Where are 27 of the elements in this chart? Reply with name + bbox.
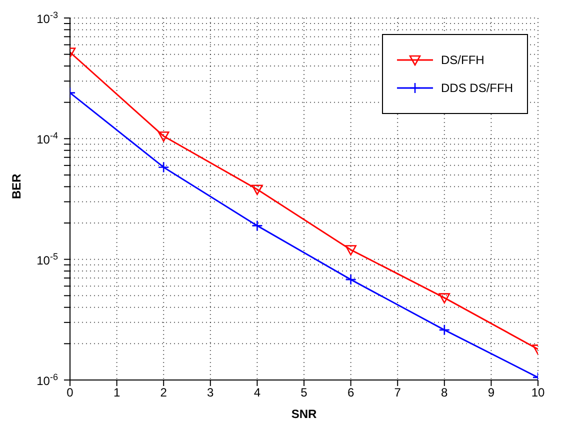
point [438, 324, 450, 336]
x-axis-title: SNR [291, 407, 317, 421]
x-tick-label: 5 [300, 386, 308, 400]
x-tick-label: 1 [113, 386, 120, 400]
legend-label: DDS DS/FFH [441, 81, 513, 95]
point [158, 162, 170, 173]
point [252, 220, 263, 232]
y-tick-label: 10$^{-6}$ [36, 372, 58, 388]
y-axis-title: BER [9, 173, 24, 199]
x-tick-label: 7 [394, 386, 402, 400]
point [252, 184, 263, 196]
point [345, 274, 356, 286]
x-tick-label: 2 [160, 386, 168, 400]
point [438, 293, 450, 304]
y-tick-label: 10$^{-5}$ [36, 251, 58, 268]
legend-label: DS/FFH [441, 53, 484, 67]
x-tick-label: 4 [254, 386, 261, 400]
x-tick-label: 3 [207, 386, 214, 400]
point [158, 131, 170, 142]
x-tick-label: 9 [488, 386, 495, 400]
x-tick-label: 10 [531, 386, 545, 400]
y-tick-label: 10$^{-3}$ [36, 10, 58, 26]
point [345, 245, 356, 256]
x-tick-label: 6 [347, 386, 354, 400]
x-tick-label: 0 [66, 386, 74, 400]
x-tick-label: 8 [441, 386, 448, 400]
y-tick-label: 10$^{-4}$ [36, 130, 58, 147]
